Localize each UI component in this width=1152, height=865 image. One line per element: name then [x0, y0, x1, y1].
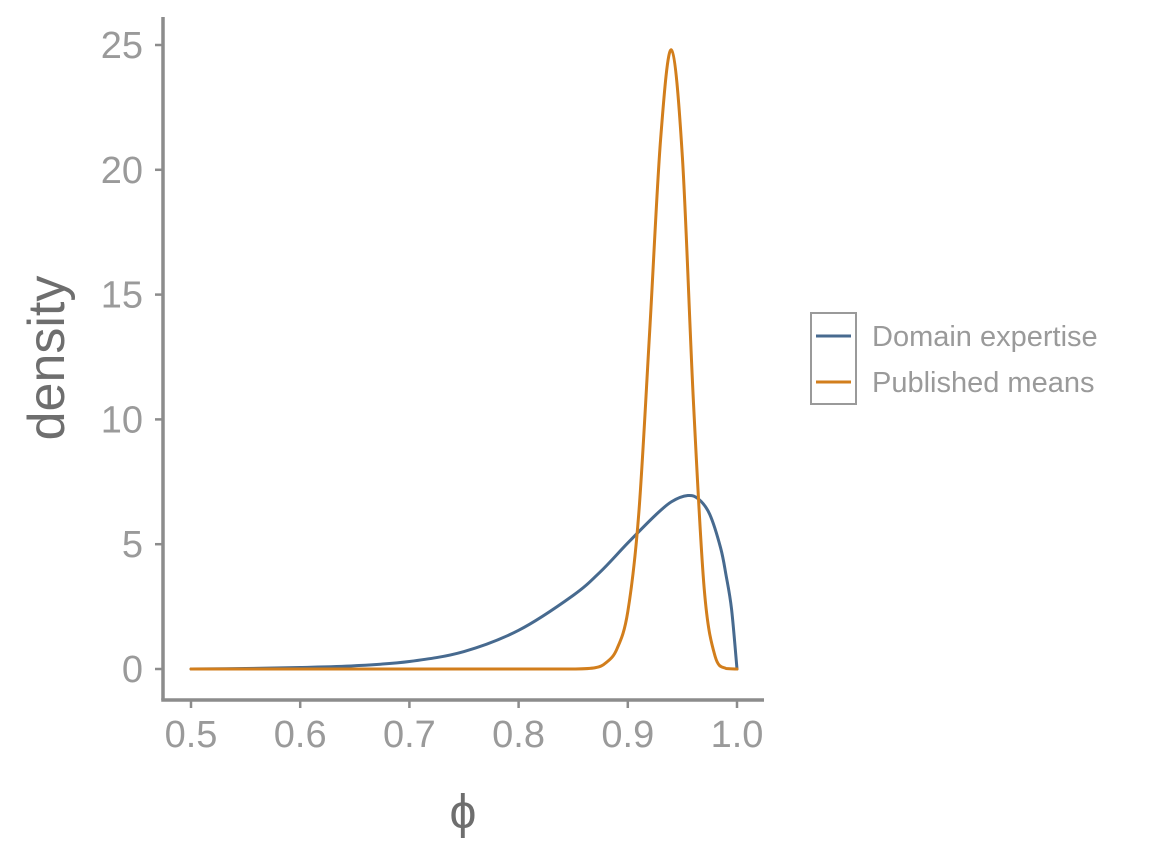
legend-key-box	[810, 312, 857, 405]
series-line-2	[189, 48, 739, 671]
x-tick-label: 1.0	[711, 714, 764, 756]
plot-lines	[189, 48, 739, 671]
y-axis-title: density	[18, 276, 76, 441]
y-tick-label: 0	[122, 649, 143, 691]
legend-label-1: Domain expertise	[872, 321, 1098, 353]
axes: 0 5 10 15 20 25 0.5 0.6 0.7 0.8 0.9 1.0	[101, 17, 764, 756]
x-tick-label: 0.9	[601, 714, 654, 756]
legend: Domain expertise Published means	[810, 312, 1098, 405]
y-tick-label: 25	[101, 25, 143, 67]
y-tick-label: 10	[101, 399, 143, 441]
y-tick-label: 15	[101, 275, 143, 317]
series-line-1	[189, 493, 739, 671]
x-tick-label: 0.8	[492, 714, 545, 756]
x-axis-title: ϕ	[450, 786, 477, 839]
y-tick-label: 5	[122, 524, 143, 566]
legend-label-2: Published means	[872, 367, 1094, 399]
x-tick-label: 0.6	[274, 714, 327, 756]
x-tick-label: 0.5	[165, 714, 218, 756]
y-tick-label: 20	[101, 150, 143, 192]
x-tick-label: 0.7	[383, 714, 436, 756]
